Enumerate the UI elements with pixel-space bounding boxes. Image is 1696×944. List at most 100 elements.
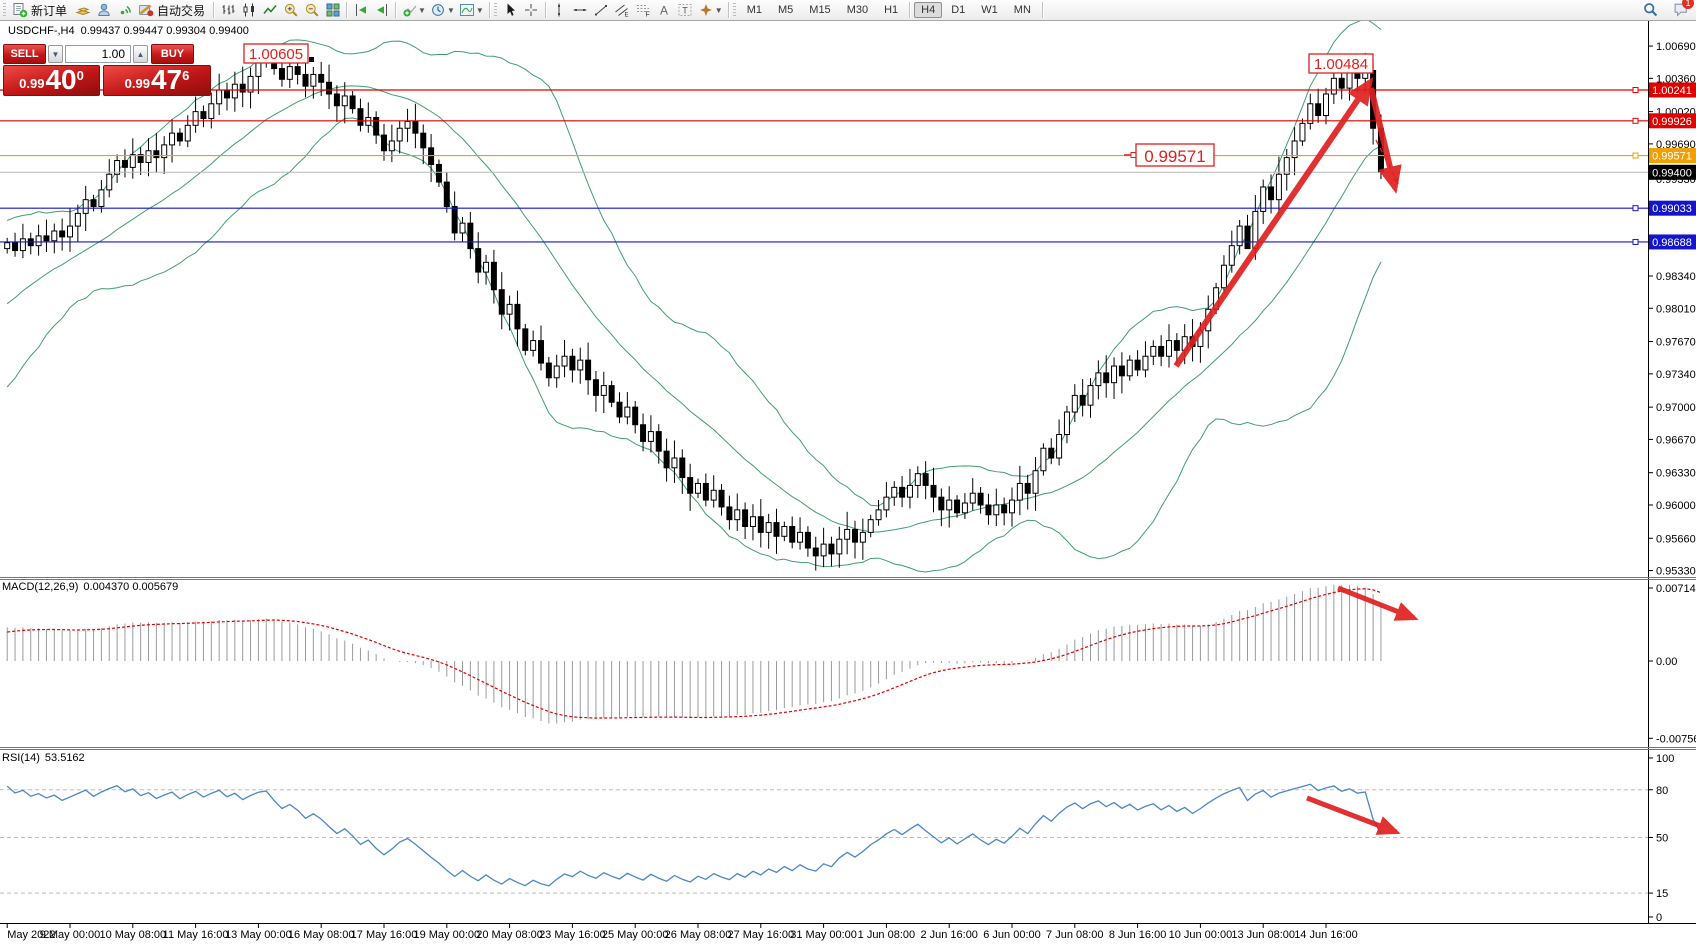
toolbar-separator [544, 2, 546, 18]
crosshair-button[interactable] [521, 1, 542, 19]
zoom-in-button[interactable] [280, 1, 301, 19]
timeframe-w1-button[interactable]: W1 [981, 4, 998, 16]
macd-tick-label: 0.00 [1656, 656, 1677, 668]
time-tick-label: 9 May 00:00 [40, 929, 101, 941]
bar-chart-button[interactable] [217, 1, 238, 19]
new-order-button[interactable] [9, 1, 30, 19]
auto-scroll-button[interactable] [371, 1, 392, 19]
level-handle[interactable] [1632, 205, 1639, 212]
vertical-line-button[interactable] [549, 1, 570, 19]
timeframe-m5-button[interactable]: M5 [778, 4, 794, 16]
bollinger-middle-band [6, 85, 1382, 533]
time-tick-label: 10 Jun 00:00 [1169, 929, 1233, 941]
buy-price-prefix: 0.99 [124, 76, 150, 91]
timeframe-d1-button[interactable]: D1 [951, 4, 966, 16]
toolbar-separator [488, 2, 490, 18]
add-indicator-dropdown-icon[interactable]: ▼ [418, 5, 426, 15]
trendline-button[interactable] [591, 1, 612, 19]
svg-text:0.99571: 0.99571 [1144, 147, 1205, 166]
reversal-down-arrow[interactable] [1368, 87, 1402, 194]
price-pane [4, 21, 1384, 573]
price-callout-0.99571[interactable]: 0.99571 [1124, 143, 1215, 167]
chart-template-dropdown-icon[interactable]: ▼ [475, 5, 484, 15]
time-tick-label: 16 May 08:00 [288, 929, 355, 941]
vertical-line-icon [558, 3, 561, 17]
symbol-name: USDCHF-,H4 [8, 25, 75, 37]
fibonacci-button[interactable]: F [633, 1, 654, 19]
symbol-info-bar: USDCHF-,H4 0.99437 0.99447 0.99304 0.9940… [8, 25, 255, 37]
arrows-shapes-button[interactable] [696, 1, 717, 19]
svg-text:T: T [682, 6, 688, 16]
sell-price-big: 40 [45, 64, 77, 95]
zoom-in-icon [284, 3, 298, 17]
toolbar: 新订单 自动交易 ▼ ▼ ▼ E F A T ▼ M1 M5 M15 M30 H1 H4 D1 W1 MN 1 [0, 0, 1696, 21]
time-tick-label: 25 May 00:00 [602, 929, 669, 941]
candlestick-chart-button[interactable] [238, 1, 259, 19]
add-indicator-button[interactable] [399, 1, 420, 19]
time-tick-label: 11 May 16:00 [163, 929, 229, 941]
toolbar-grip [3, 3, 6, 17]
volume-input[interactable] [65, 45, 131, 63]
rally-up-arrow[interactable] [1173, 77, 1374, 368]
line-chart-button[interactable] [259, 1, 280, 19]
autotrading-button[interactable] [135, 1, 156, 19]
notifications-button[interactable]: 1 [1673, 0, 1694, 23]
timeframe-mn-button[interactable]: MN [1013, 4, 1031, 16]
text-label-icon: T [678, 4, 692, 16]
volume-decrease-button[interactable]: ▼ [48, 45, 63, 63]
macd-values: 0.004370 0.005679 [83, 581, 179, 593]
notification-count-badge: 1 [1682, 0, 1694, 9]
timeframe-h4-button[interactable]: H4 [914, 2, 943, 18]
timeframe-m15-button[interactable]: M15 [809, 4, 831, 16]
macd-pane [6, 584, 1382, 724]
bar-chart-icon [222, 5, 235, 15]
small-dashed-down-arrow[interactable] [1375, 139, 1399, 185]
timeframe-h1-button[interactable]: H1 [884, 4, 899, 16]
text-button[interactable]: A [654, 1, 675, 19]
sell-price-display[interactable]: 0.99 40 0 [3, 65, 100, 96]
macd-tick-label: -0.007561 [1656, 733, 1696, 745]
horizontal-line-button[interactable] [570, 1, 591, 19]
rsi-down-arrow[interactable] [1306, 795, 1401, 835]
level-price-badge: 0.99033 [1652, 203, 1692, 215]
level-handle[interactable] [1632, 117, 1639, 124]
tile-windows-button[interactable] [322, 1, 343, 19]
text-label-button[interactable]: T [675, 1, 696, 19]
volume-increase-button[interactable]: ▲ [133, 45, 148, 63]
price-tick-label: 0.96670 [1656, 434, 1696, 446]
signals-button[interactable] [114, 1, 135, 19]
sell-button[interactable]: SELL [3, 44, 46, 64]
rsi-indicator-label: RSI(14) 53.5162 [2, 752, 90, 764]
svg-text:1.00605: 1.00605 [249, 46, 303, 63]
text-icon: A [660, 4, 668, 18]
chart-shift-button[interactable] [350, 1, 371, 19]
search-button[interactable] [1642, 1, 1659, 23]
level-handle[interactable] [1632, 238, 1639, 245]
timeframe-m1-button[interactable]: M1 [746, 4, 762, 16]
time-periods-dropdown-icon[interactable]: ▼ [446, 5, 455, 15]
equidistant-channel-button[interactable]: E [612, 1, 633, 19]
cursor-button[interactable] [500, 1, 521, 19]
buy-button[interactable]: BUY [151, 44, 194, 64]
equidistant-channel-icon: E [615, 4, 629, 18]
level-handle[interactable] [1632, 86, 1639, 93]
level-price-badge: 0.99571 [1652, 151, 1692, 163]
price-callout-1.00605[interactable]: 1.00605 [243, 43, 314, 64]
chart-template-button[interactable] [457, 1, 478, 19]
horizontal-line-icon [573, 9, 587, 11]
timeframe-m30-button[interactable]: M30 [846, 4, 869, 16]
market-watch-button[interactable] [72, 1, 93, 19]
macd-down-arrow[interactable] [1337, 585, 1419, 621]
profile-button[interactable] [93, 1, 114, 19]
time-tick-label: 14 Jun 16:00 [1294, 929, 1358, 941]
arrows-shapes-dropdown-icon[interactable]: ▼ [714, 5, 723, 15]
level-handle[interactable] [1632, 152, 1639, 159]
time-periods-button[interactable] [428, 1, 449, 19]
buy-price-display[interactable]: 0.99 47 6 [103, 65, 211, 96]
zoom-out-button[interactable] [301, 1, 322, 19]
rsi-tick-label: 100 [1656, 753, 1674, 765]
zoom-out-icon [305, 3, 319, 17]
price-callout-1.00484[interactable]: 1.00484 [1308, 53, 1374, 74]
sell-price-sup: 0 [76, 68, 84, 83]
